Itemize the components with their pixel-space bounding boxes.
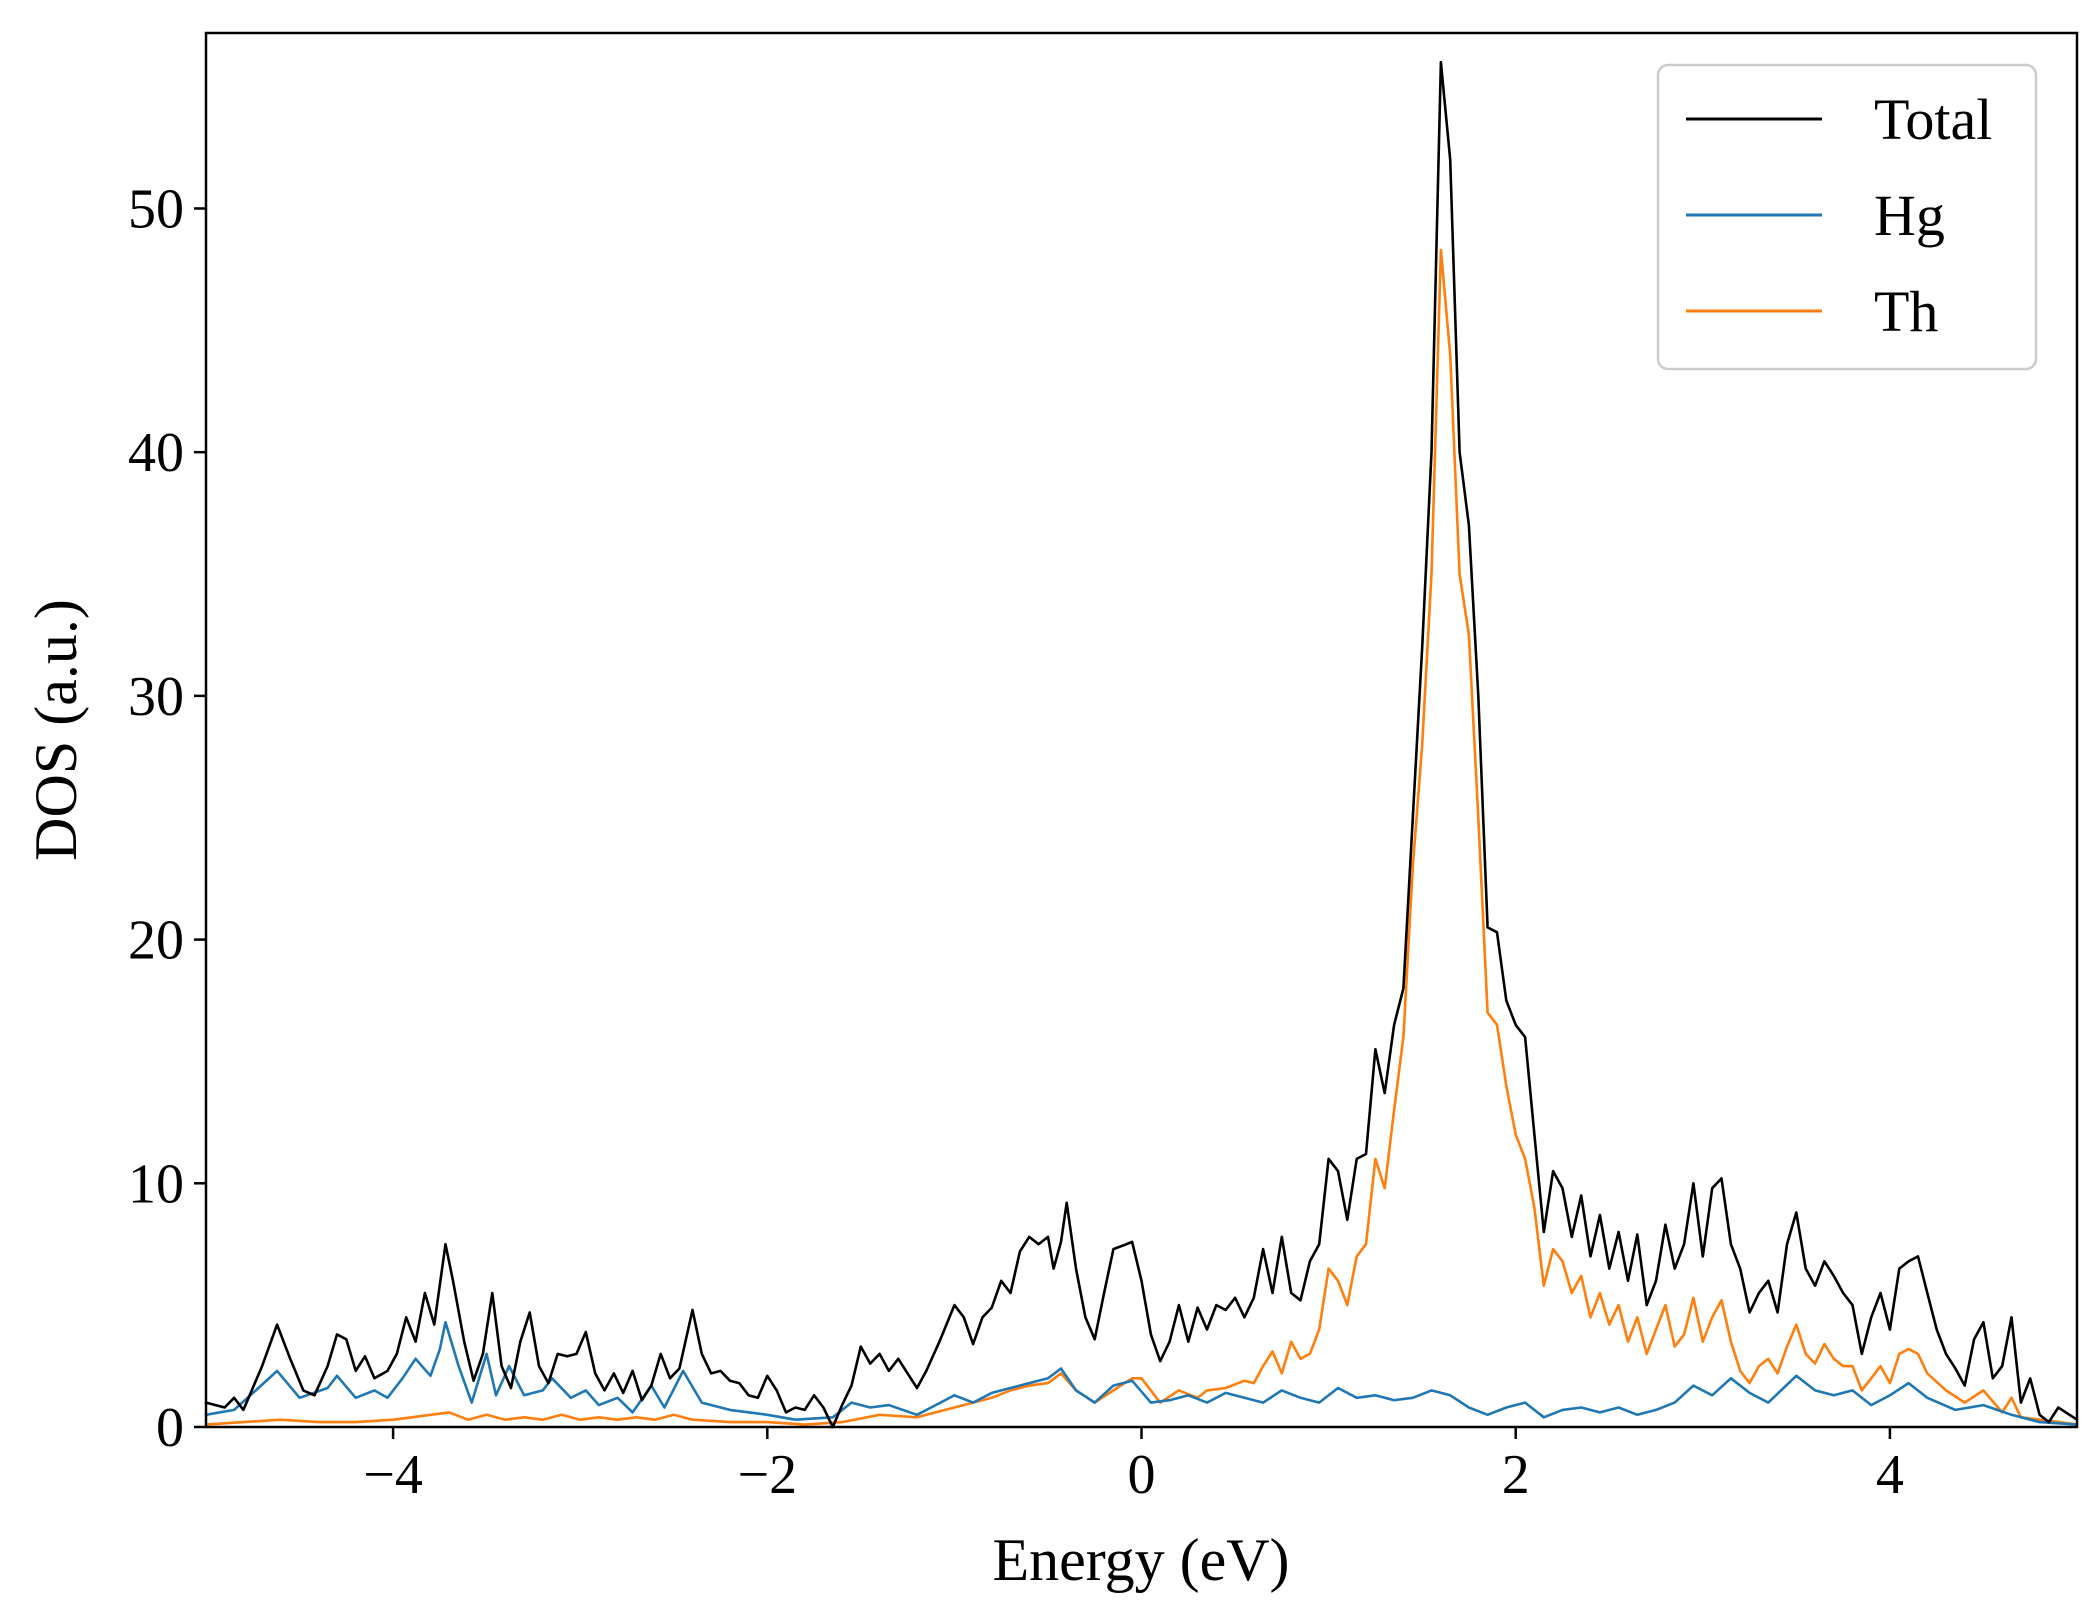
y-tick-label: 10 [128,1153,184,1215]
legend-label-th: Th [1874,279,1938,344]
x-tick-label: 0 [1128,1444,1156,1506]
legend: Total Hg Th [1656,63,2038,371]
series-line-th [204,248,2079,1426]
y-tick-label: 0 [156,1397,184,1459]
y-axis-label: DOS (a.u.) [23,599,89,861]
x-tick-label: 4 [1876,1444,1904,1506]
y-tick-label: 30 [128,666,184,728]
legend-label-total: Total [1874,87,1992,152]
x-axis-label: Energy (eV) [992,1527,1289,1593]
legend-label-hg: Hg [1874,183,1945,248]
x-tick-label: −4 [363,1444,423,1506]
x-tick-label: 2 [1502,1444,1530,1506]
x-axis: −4 −2 0 2 4 [363,1427,1904,1506]
series-layer [204,60,2079,1429]
y-tick-label: 50 [128,178,184,240]
series-line-hg [204,1320,2079,1426]
x-tick-label: −2 [738,1444,798,1506]
y-tick-label: 40 [128,422,184,484]
series-line-total [204,60,2079,1429]
y-tick-label: 20 [128,910,184,972]
legend-box [1656,63,2038,371]
y-axis: 0 10 20 30 40 50 [128,178,206,1459]
